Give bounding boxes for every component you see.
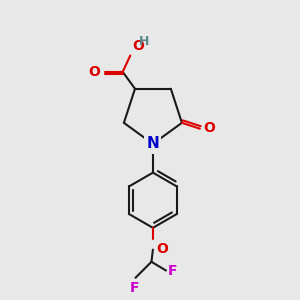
Text: O: O bbox=[156, 242, 168, 256]
Text: H: H bbox=[138, 35, 149, 48]
Text: F: F bbox=[129, 281, 139, 295]
Text: N: N bbox=[146, 136, 159, 152]
Text: O: O bbox=[89, 65, 100, 79]
Text: F: F bbox=[167, 263, 177, 278]
Text: O: O bbox=[204, 121, 215, 135]
Text: O: O bbox=[132, 39, 144, 53]
